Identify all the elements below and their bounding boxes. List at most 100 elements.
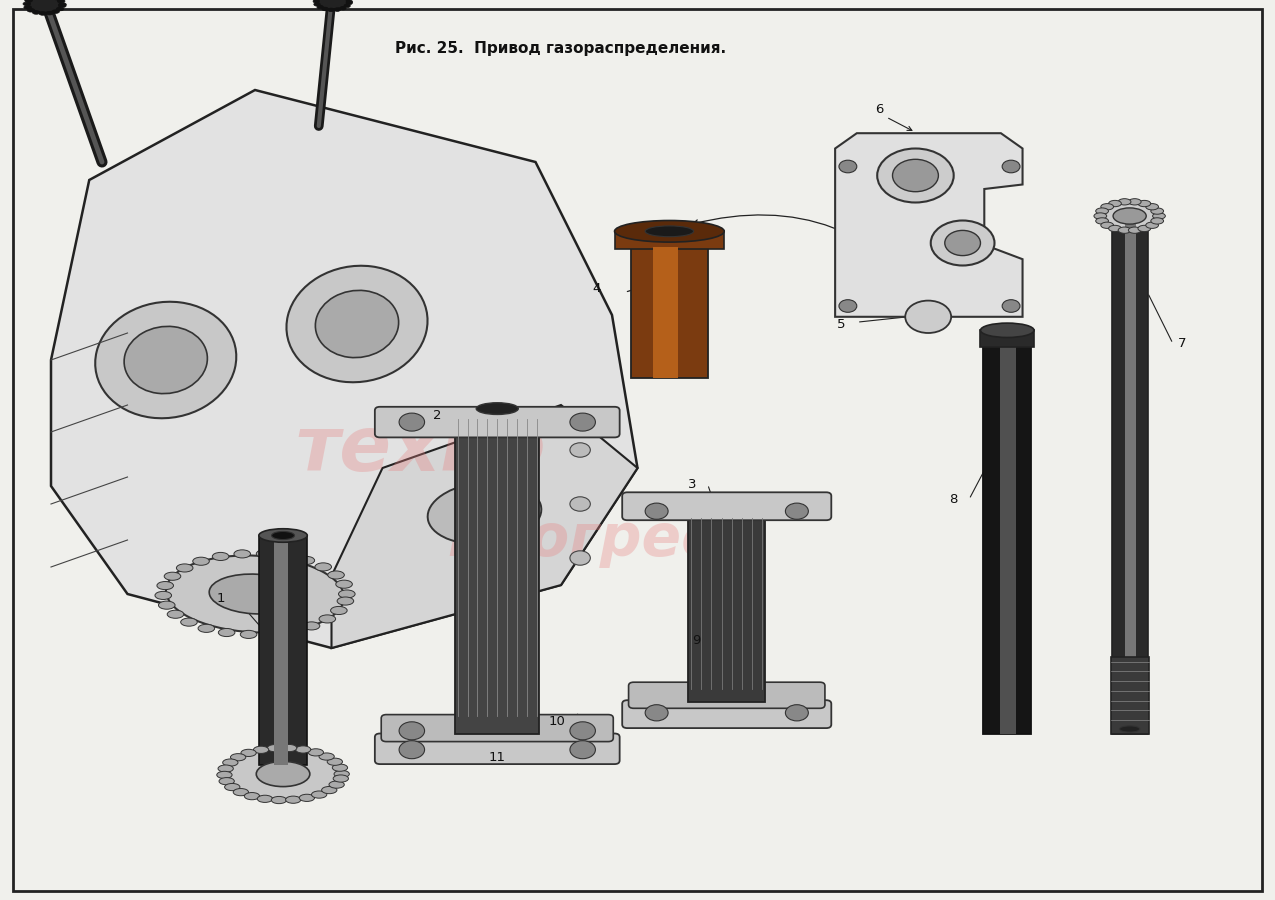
Bar xyxy=(631,248,708,378)
Polygon shape xyxy=(51,90,638,648)
Ellipse shape xyxy=(615,220,724,242)
Bar xyxy=(688,513,765,702)
Ellipse shape xyxy=(347,0,352,4)
Ellipse shape xyxy=(321,7,328,11)
Ellipse shape xyxy=(254,746,269,753)
Ellipse shape xyxy=(219,778,235,785)
Text: 2: 2 xyxy=(434,410,441,422)
Ellipse shape xyxy=(23,2,31,5)
Ellipse shape xyxy=(1137,225,1150,231)
Ellipse shape xyxy=(344,4,351,7)
Circle shape xyxy=(399,741,425,759)
Ellipse shape xyxy=(1118,227,1131,233)
Ellipse shape xyxy=(209,574,301,614)
Ellipse shape xyxy=(231,753,246,760)
Bar xyxy=(980,330,1034,346)
Ellipse shape xyxy=(456,498,513,528)
Ellipse shape xyxy=(56,7,64,11)
Text: 3: 3 xyxy=(688,478,696,491)
Ellipse shape xyxy=(218,628,235,636)
Text: 9: 9 xyxy=(692,634,700,647)
Ellipse shape xyxy=(284,627,301,635)
Ellipse shape xyxy=(57,0,65,3)
Ellipse shape xyxy=(1146,203,1159,210)
Text: 10: 10 xyxy=(548,716,566,728)
Circle shape xyxy=(839,300,857,312)
Ellipse shape xyxy=(476,402,518,414)
Circle shape xyxy=(570,551,590,565)
Ellipse shape xyxy=(193,557,209,565)
Ellipse shape xyxy=(158,601,175,609)
Ellipse shape xyxy=(334,8,340,12)
Ellipse shape xyxy=(321,787,337,794)
Circle shape xyxy=(645,705,668,721)
Ellipse shape xyxy=(272,531,295,540)
Circle shape xyxy=(945,230,980,256)
Ellipse shape xyxy=(282,744,297,752)
Circle shape xyxy=(570,722,595,740)
Bar xyxy=(455,410,539,734)
Ellipse shape xyxy=(334,770,349,778)
Ellipse shape xyxy=(157,581,173,590)
Ellipse shape xyxy=(1100,222,1113,229)
Bar xyxy=(1112,219,1148,734)
Ellipse shape xyxy=(328,571,344,579)
FancyBboxPatch shape xyxy=(375,734,620,764)
Circle shape xyxy=(931,220,994,266)
Ellipse shape xyxy=(46,12,54,15)
Ellipse shape xyxy=(213,553,230,561)
Circle shape xyxy=(785,705,808,721)
Circle shape xyxy=(905,301,951,333)
Text: Рис. 25.  Привод газораспределения.: Рис. 25. Привод газораспределения. xyxy=(395,40,727,56)
Text: 7: 7 xyxy=(1178,338,1186,350)
Ellipse shape xyxy=(1151,218,1164,224)
Ellipse shape xyxy=(256,550,273,558)
Ellipse shape xyxy=(241,750,256,757)
Ellipse shape xyxy=(1146,222,1159,229)
Ellipse shape xyxy=(1102,202,1158,230)
Ellipse shape xyxy=(1119,725,1140,733)
Text: 11: 11 xyxy=(488,752,506,764)
Ellipse shape xyxy=(24,0,32,3)
Ellipse shape xyxy=(315,562,332,571)
Circle shape xyxy=(1002,160,1020,173)
Ellipse shape xyxy=(303,622,320,630)
Ellipse shape xyxy=(314,0,320,3)
Ellipse shape xyxy=(333,775,348,782)
Ellipse shape xyxy=(245,793,260,800)
Ellipse shape xyxy=(181,618,198,626)
Ellipse shape xyxy=(1137,201,1150,207)
Text: 8: 8 xyxy=(950,493,958,506)
Polygon shape xyxy=(835,133,1023,317)
Circle shape xyxy=(645,503,668,519)
Ellipse shape xyxy=(346,1,352,4)
Text: 1: 1 xyxy=(217,592,224,605)
Ellipse shape xyxy=(278,552,295,560)
Circle shape xyxy=(570,741,595,759)
Ellipse shape xyxy=(166,555,344,633)
Ellipse shape xyxy=(314,3,320,6)
Ellipse shape xyxy=(1118,199,1131,205)
Ellipse shape xyxy=(1095,218,1108,224)
Ellipse shape xyxy=(256,761,310,787)
Ellipse shape xyxy=(227,749,339,799)
Ellipse shape xyxy=(223,759,238,766)
Ellipse shape xyxy=(300,794,315,801)
Ellipse shape xyxy=(198,625,214,633)
Ellipse shape xyxy=(296,746,311,753)
Ellipse shape xyxy=(328,758,343,765)
Circle shape xyxy=(839,160,857,173)
Bar xyxy=(983,333,1031,734)
Ellipse shape xyxy=(1094,213,1107,219)
FancyBboxPatch shape xyxy=(622,700,831,728)
Ellipse shape xyxy=(317,5,324,9)
Circle shape xyxy=(1002,300,1020,312)
Ellipse shape xyxy=(1095,208,1108,214)
Ellipse shape xyxy=(224,783,240,791)
Ellipse shape xyxy=(315,291,399,357)
Ellipse shape xyxy=(311,791,326,798)
Circle shape xyxy=(570,413,595,431)
Ellipse shape xyxy=(167,610,184,618)
Ellipse shape xyxy=(1128,227,1141,233)
Ellipse shape xyxy=(328,8,334,12)
